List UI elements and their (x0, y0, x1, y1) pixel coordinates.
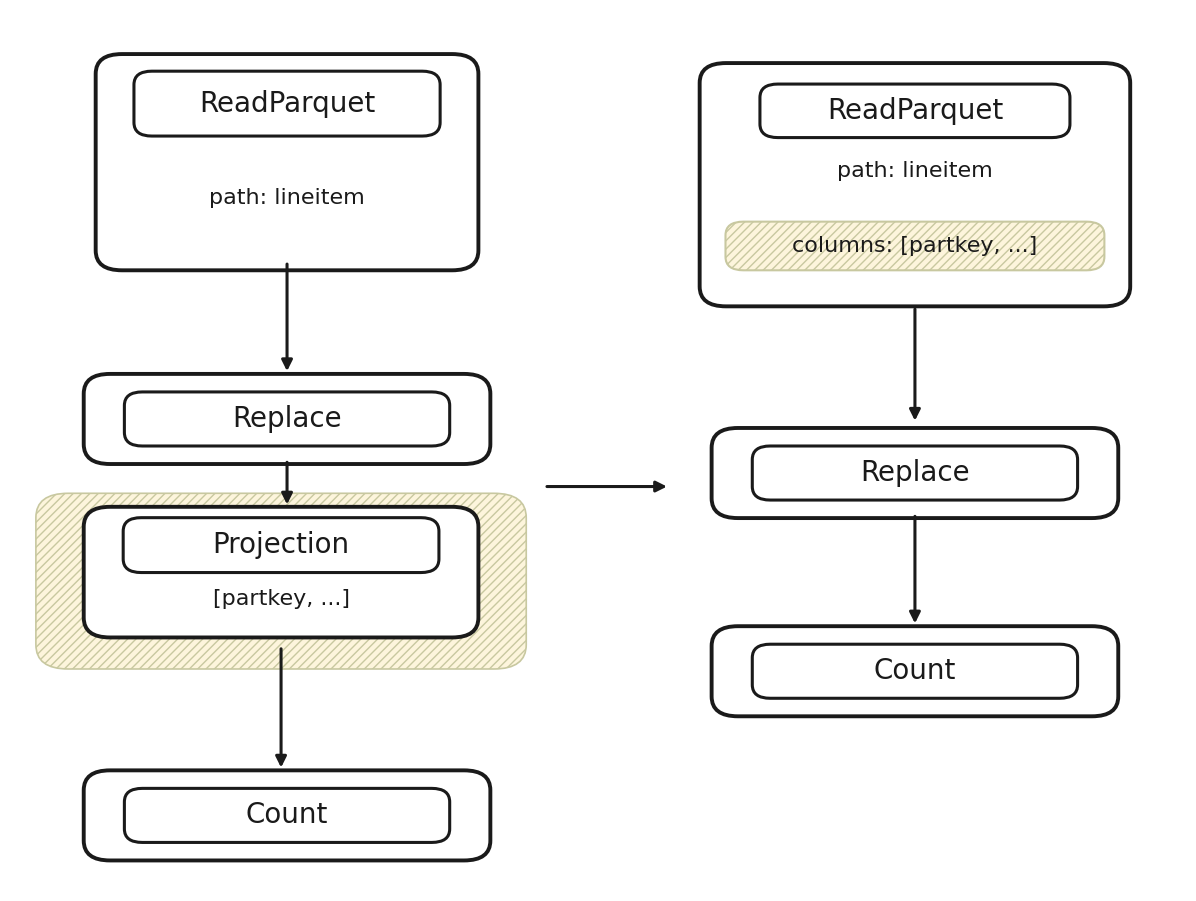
Text: [partkey, ...]: [partkey, ...] (213, 589, 349, 609)
FancyBboxPatch shape (712, 428, 1118, 518)
Text: Replace: Replace (860, 459, 970, 487)
FancyBboxPatch shape (84, 770, 490, 860)
FancyBboxPatch shape (752, 446, 1078, 500)
FancyBboxPatch shape (124, 392, 450, 446)
FancyBboxPatch shape (84, 374, 490, 464)
Text: ReadParquet: ReadParquet (826, 96, 1003, 125)
FancyBboxPatch shape (759, 84, 1070, 138)
Text: Projection: Projection (213, 531, 349, 560)
FancyBboxPatch shape (726, 222, 1104, 270)
FancyBboxPatch shape (134, 71, 440, 136)
FancyBboxPatch shape (712, 626, 1118, 716)
FancyBboxPatch shape (700, 63, 1130, 306)
Text: ReadParquet: ReadParquet (199, 89, 376, 118)
Text: Count: Count (874, 657, 956, 686)
FancyBboxPatch shape (96, 54, 478, 270)
FancyBboxPatch shape (123, 518, 439, 572)
FancyBboxPatch shape (36, 494, 526, 669)
Text: columns: [partkey, ...]: columns: [partkey, ...] (792, 236, 1038, 256)
Text: Count: Count (246, 801, 328, 830)
Text: path: lineitem: path: lineitem (837, 161, 993, 181)
Text: path: lineitem: path: lineitem (209, 188, 365, 208)
FancyBboxPatch shape (124, 788, 450, 842)
FancyBboxPatch shape (84, 506, 478, 638)
FancyBboxPatch shape (752, 644, 1078, 698)
Text: Replace: Replace (232, 405, 342, 433)
